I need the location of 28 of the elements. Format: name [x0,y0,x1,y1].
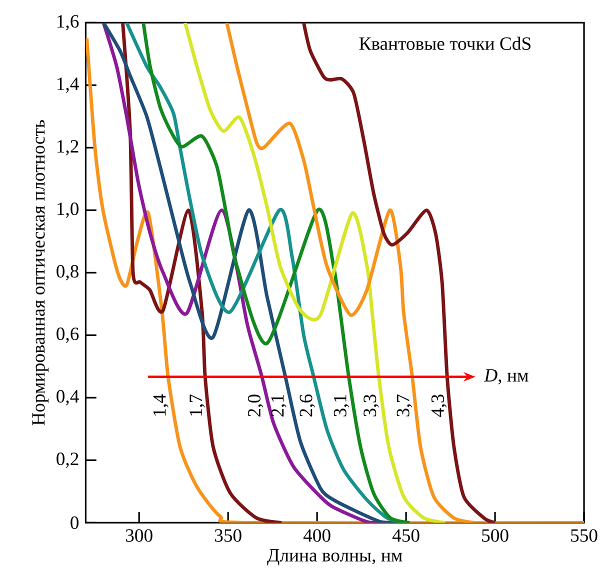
x-tick-label: 450 [392,529,420,542]
text: Квантовые точки CdS [359,36,530,50]
annotation: D, нм [484,369,528,384]
y-tick-label: 0 [70,516,79,530]
text: 1,7 [190,394,205,416]
y-tick-label: 1,2 [58,140,78,156]
y-tick-label: 1,4 [58,78,79,93]
x-tick-label: 500 [482,529,508,542]
y-tick-label: 1,6 [58,15,79,30]
text: 3,1 [334,395,350,416]
x-tick-label: 400 [303,529,330,542]
x-tick-label: 350 [214,529,242,542]
text: 2,6 [300,394,315,416]
x-tick-label: 300 [126,529,152,542]
y-tick-label: 0,6 [56,328,79,343]
y-tick-label: 0,8 [56,265,79,280]
y-axis-title: Нормированная оптическая плотность [32,120,49,426]
x-axis-title: Длина волны, нм [267,549,402,566]
text: 4,3 [431,394,447,417]
text: 1,4 [153,394,168,416]
text: 2,1 [271,395,286,416]
text: 2,0 [248,394,264,416]
x-tick-label: 550 [571,529,598,542]
text: 3,7 [396,394,412,416]
y-tick-label: 1,0 [58,202,79,218]
y-tick-label: 0,4 [56,390,79,406]
y-tick-label: 0,2 [56,452,78,468]
text: 3,3 [364,394,379,416]
